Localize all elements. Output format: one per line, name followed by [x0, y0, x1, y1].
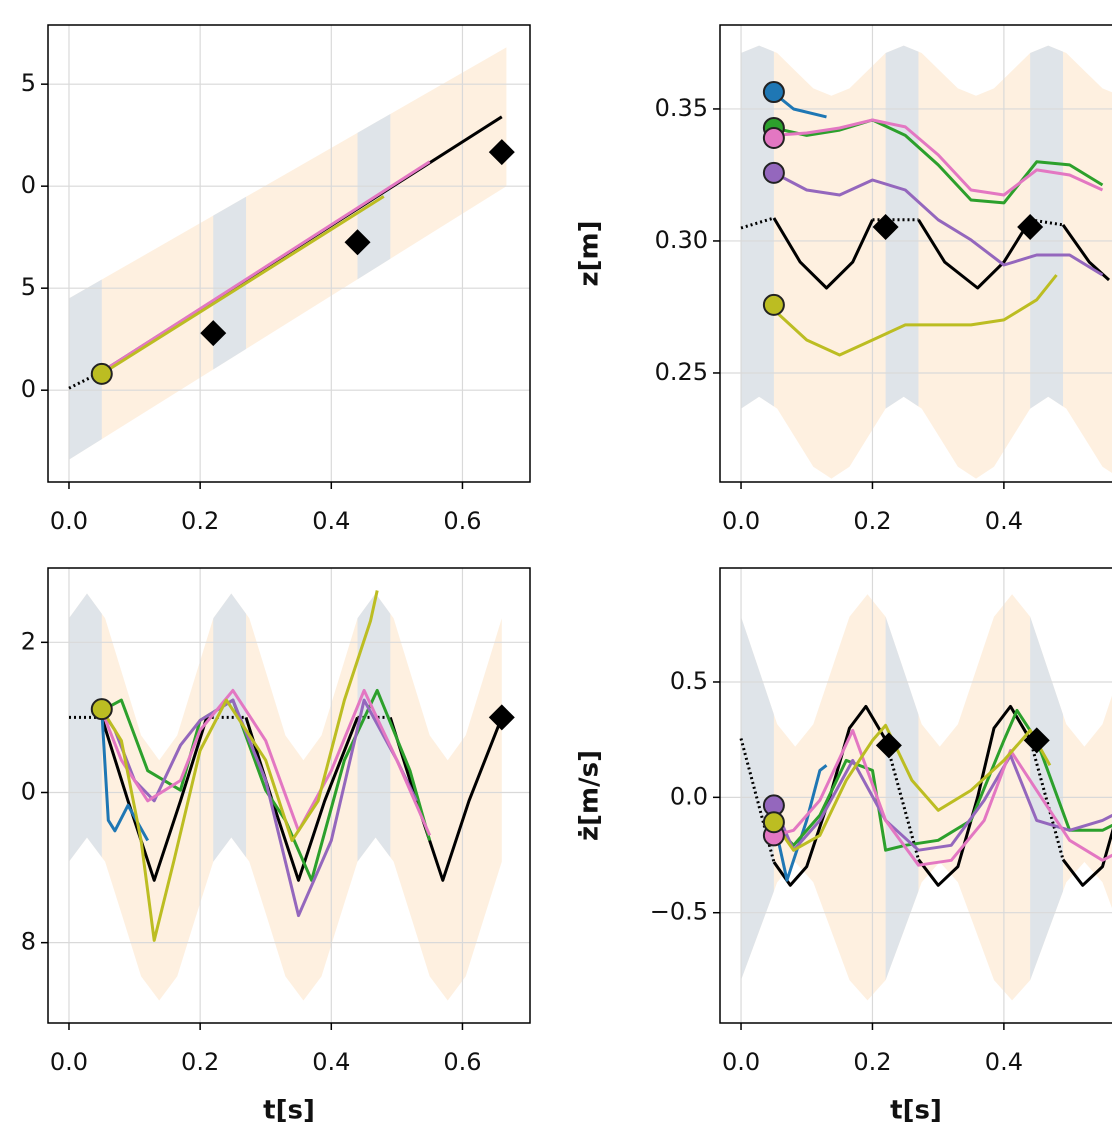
stance-span: [885, 45, 919, 479]
y-tick-label: 0.0: [670, 782, 708, 810]
x-tick-label: 0.4: [312, 1048, 350, 1076]
x-tick-label: 0.0: [722, 1048, 760, 1076]
start-marker: [762, 811, 785, 834]
series-line: [772, 764, 828, 882]
series-line: [772, 708, 1112, 852]
envelope: [741, 45, 1112, 479]
stance-span: [69, 47, 102, 460]
series-line: [772, 274, 1058, 357]
y-tick-label: 2: [21, 627, 36, 655]
x-tick-label: 0.0: [50, 507, 88, 535]
stance-span: [885, 594, 919, 1001]
axes-frame: [719, 24, 1112, 483]
y-tick-label: 5: [21, 273, 36, 301]
series-line: [772, 217, 874, 290]
series-line: [773, 728, 1112, 867]
target-diamond: [1017, 213, 1044, 240]
reference-dotted: [1028, 739, 1065, 860]
y-tick-label: 0: [21, 777, 36, 805]
series-line: [772, 753, 1112, 852]
x-tick-label: 0.2: [853, 1048, 891, 1076]
x-axis-label: t[s]: [890, 1096, 942, 1126]
start-marker: [762, 293, 785, 316]
plot-area: [720, 25, 1112, 482]
y-tick-label: 0.35: [655, 94, 708, 122]
target-diamond: [872, 213, 899, 240]
start-marker: [762, 81, 785, 104]
y-tick-label: 0.30: [655, 226, 708, 254]
target-diamond: [1023, 727, 1050, 754]
y-tick-label: −0.5: [650, 898, 708, 926]
x-tick-label: 0.2: [181, 1048, 219, 1076]
series-line: [917, 219, 1032, 290]
x-tick-label: 0.4: [985, 1048, 1023, 1076]
series-line: [100, 160, 431, 374]
series-line: [1061, 827, 1112, 887]
series-line: [101, 195, 385, 376]
series-line: [772, 723, 1052, 852]
reference-dotted: [740, 216, 775, 230]
series-line: [100, 710, 150, 842]
plot-area: [48, 568, 530, 1023]
target-diamond: [200, 320, 227, 347]
axes-frame: [47, 567, 531, 1024]
start-marker: [90, 698, 113, 721]
series-line: [100, 716, 209, 882]
y-axis-label: ż[m/s]: [575, 750, 605, 841]
target-diamond: [488, 139, 515, 166]
target-diamond: [488, 704, 515, 731]
stance-span: [357, 47, 391, 460]
stance-span: [69, 593, 102, 1001]
plot-area: [720, 568, 1112, 1023]
x-tick-label: 0.6: [443, 1048, 481, 1076]
stance-span: [213, 593, 247, 1001]
y-tick-label: 5: [21, 69, 36, 97]
series-line: [773, 118, 1104, 197]
target-diamond: [875, 732, 902, 759]
start-marker: [762, 161, 785, 184]
x-tick-label: 0.0: [50, 1048, 88, 1076]
y-tick-label: 0: [21, 375, 36, 403]
x-axis-label: t[s]: [263, 1096, 315, 1126]
y-tick-label: 0: [21, 171, 36, 199]
stance-span: [357, 593, 391, 1001]
y-tick-label: 0.5: [670, 667, 708, 695]
stance-span: [741, 594, 774, 1001]
x-tick-label: 0.6: [443, 507, 481, 535]
start-marker: [90, 362, 113, 385]
series-line: [917, 704, 1032, 887]
target-diamond: [344, 229, 371, 256]
x-tick-label: 0.2: [181, 507, 219, 535]
x-tick-label: 0.2: [853, 507, 891, 535]
series-line: [773, 118, 1104, 205]
stance-span: [213, 47, 247, 460]
y-tick-label: 8: [21, 928, 36, 956]
start-marker: [762, 126, 785, 149]
x-tick-label: 0.4: [985, 507, 1023, 535]
axes-frame: [719, 567, 1112, 1024]
series-line: [773, 171, 1104, 277]
reference-dotted: [884, 739, 920, 860]
series-line: [100, 590, 379, 942]
x-tick-label: 0.4: [312, 507, 350, 535]
axes-frame: [47, 24, 531, 483]
series-line: [100, 688, 432, 836]
series-line: [388, 716, 504, 882]
y-tick-label: 0.25: [655, 358, 708, 386]
y-axis-label: z[m]: [575, 221, 605, 287]
x-tick-label: 0.0: [722, 507, 760, 535]
plot-area: [48, 25, 530, 482]
series-line: [101, 688, 432, 882]
